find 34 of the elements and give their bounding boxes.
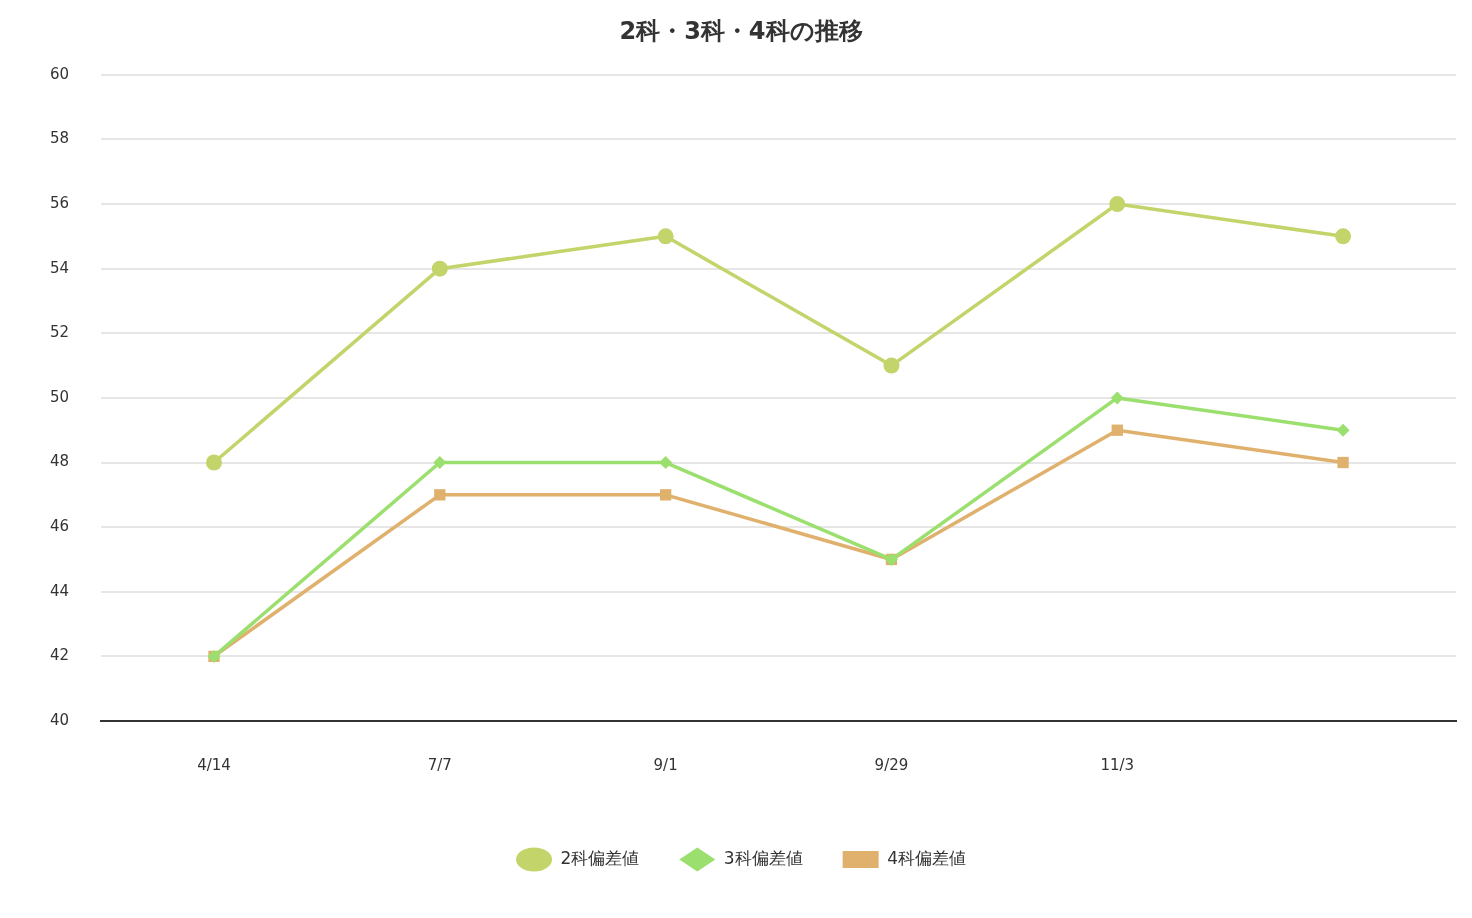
y-tick-label: 56: [49, 193, 70, 212]
point: [659, 456, 673, 470]
point: [1336, 423, 1350, 437]
y-tick-label: 52: [49, 323, 70, 342]
y-tick-label: 46: [49, 517, 70, 536]
legend-label: 3科偏差値: [723, 847, 803, 868]
y-tick-label: 44: [49, 581, 70, 600]
point: [434, 489, 446, 501]
point: [1335, 228, 1352, 245]
legend-label: 4科偏差値: [887, 847, 966, 868]
point: [433, 456, 447, 470]
point: [659, 489, 672, 501]
point: [431, 260, 448, 277]
x-tick-label: 9/1: [653, 755, 678, 774]
y-tick-label: 40: [49, 710, 70, 729]
y-tick-label: 54: [49, 258, 70, 277]
chart-title: 2科・3科・4科の推移: [619, 16, 863, 45]
y-tick-label: 58: [49, 129, 70, 148]
point: [1110, 391, 1124, 405]
x-tick-label: 9/29: [874, 755, 909, 774]
point: [1111, 424, 1123, 436]
x-tick-label: 7/7: [427, 755, 452, 774]
x-tick-label: 4/14: [197, 755, 231, 774]
point: [1109, 196, 1126, 213]
point: [657, 228, 674, 245]
point: [1337, 456, 1349, 469]
point: [883, 357, 900, 374]
legend-label: 2科偏差値: [560, 847, 640, 868]
y-tick-label: 60: [49, 64, 70, 83]
y-tick-label: 50: [49, 387, 70, 406]
point: [206, 454, 222, 471]
y-tick-label: 42: [49, 646, 70, 665]
x-tick-label: 11/3: [1100, 755, 1135, 774]
y-tick-label: 48: [49, 452, 70, 471]
